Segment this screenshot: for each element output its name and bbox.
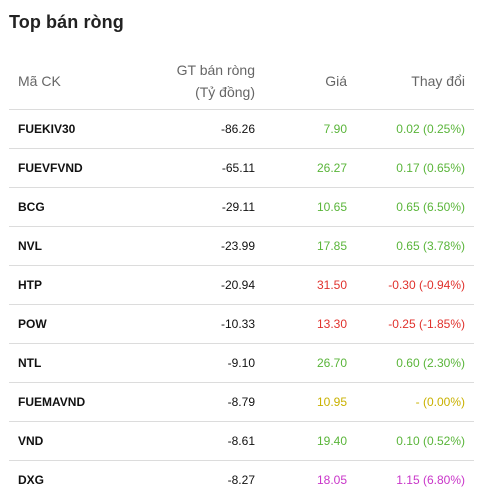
- change: 0.02 (0.25%): [396, 122, 465, 136]
- stock-code[interactable]: DXG: [18, 473, 45, 487]
- stock-code[interactable]: VND: [18, 434, 44, 448]
- stock-code[interactable]: NVL: [18, 239, 42, 253]
- net-sell-value: -23.99: [220, 239, 255, 253]
- net-sell-value: -8.27: [227, 473, 255, 487]
- change: 0.17 (0.65%): [396, 161, 465, 175]
- price: 19.40: [316, 434, 347, 448]
- header-price[interactable]: Giá: [325, 73, 347, 89]
- widget-title: Top bán ròng: [9, 12, 124, 32]
- stock-code[interactable]: HTP: [18, 278, 42, 292]
- table-row[interactable]: FUEVFVND -65.11 26.27 0.17 (0.65%): [9, 149, 474, 188]
- net-sell-value: -9.10: [227, 356, 255, 370]
- change: -0.30 (-0.94%): [388, 278, 465, 292]
- stock-code[interactable]: FUEKIV30: [18, 122, 76, 136]
- price: 10.65: [316, 200, 347, 214]
- net-sell-value: -8.61: [227, 434, 255, 448]
- table-row[interactable]: VND -8.61 19.40 0.10 (0.52%): [9, 422, 474, 461]
- net-sell-table: Mã CK GT bán ròng (Tỷ đồng) Giá Thay đổi…: [9, 54, 474, 495]
- stock-code[interactable]: FUEVFVND: [18, 161, 83, 175]
- header-net-value-line1: GT bán ròng: [176, 62, 255, 78]
- price: 10.95: [316, 395, 347, 409]
- header-net-value-line2: (Tỷ đồng): [195, 84, 255, 100]
- price: 7.90: [323, 122, 347, 136]
- net-sell-value: -20.94: [220, 278, 255, 292]
- net-sell-value: -29.11: [221, 200, 255, 214]
- change: - (0.00%): [415, 395, 465, 409]
- price: 31.50: [316, 278, 347, 292]
- table-row[interactable]: NTL -9.10 26.70 0.60 (2.30%): [9, 344, 474, 383]
- header-code[interactable]: Mã CK: [18, 73, 61, 89]
- table-row[interactable]: DXG -8.27 18.05 1.15 (6.80%): [9, 461, 474, 495]
- table-row[interactable]: NVL -23.99 17.85 0.65 (3.78%): [9, 227, 474, 266]
- table-header: Mã CK GT bán ròng (Tỷ đồng) Giá Thay đổi: [9, 54, 474, 110]
- table-row[interactable]: BCG -29.11 10.65 0.65 (6.50%): [9, 188, 474, 227]
- net-sell-value: -10.33: [220, 317, 255, 331]
- change: 1.15 (6.80%): [396, 473, 465, 487]
- price: 26.70: [316, 356, 347, 370]
- change: -0.25 (-1.85%): [388, 317, 465, 331]
- price: 13.30: [316, 317, 347, 331]
- stock-code[interactable]: POW: [18, 317, 47, 331]
- price: 17.85: [316, 239, 347, 253]
- net-sell-value: -86.26: [220, 122, 255, 136]
- table-row[interactable]: FUEMAVND -8.79 10.95 - (0.00%): [9, 383, 474, 422]
- table-row[interactable]: HTP -20.94 31.50 -0.30 (-0.94%): [9, 266, 474, 305]
- header-net-value[interactable]: GT bán ròng (Tỷ đồng): [177, 59, 255, 103]
- price: 18.05: [316, 473, 347, 487]
- net-sell-value: -65.11: [221, 161, 255, 175]
- stock-code[interactable]: FUEMAVND: [18, 395, 86, 409]
- table-row[interactable]: FUEKIV30 -86.26 7.90 0.02 (0.25%): [9, 110, 474, 149]
- table-row[interactable]: POW -10.33 13.30 -0.25 (-1.85%): [9, 305, 474, 344]
- net-sell-value: -8.79: [227, 395, 255, 409]
- header-change[interactable]: Thay đổi: [411, 73, 465, 89]
- change: 0.65 (6.50%): [396, 200, 465, 214]
- change: 0.60 (2.30%): [396, 356, 465, 370]
- table-body: FUEKIV30 -86.26 7.90 0.02 (0.25%) FUEVFV…: [9, 110, 474, 495]
- stock-code[interactable]: BCG: [18, 200, 45, 214]
- change: 0.65 (3.78%): [396, 239, 465, 253]
- change: 0.10 (0.52%): [396, 434, 465, 448]
- stock-code[interactable]: NTL: [18, 356, 42, 370]
- price: 26.27: [316, 161, 347, 175]
